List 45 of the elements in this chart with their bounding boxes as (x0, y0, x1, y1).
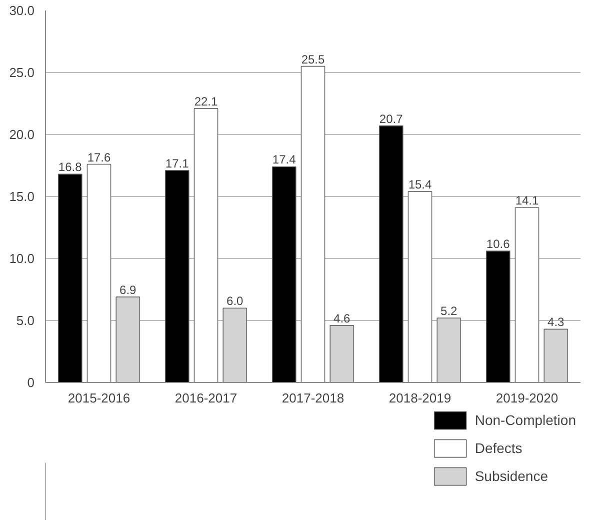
bar (116, 296, 140, 382)
bar (436, 318, 462, 382)
y-tick-label: 5.0 (16, 313, 35, 328)
bar (222, 308, 248, 382)
x-tick-label: 2019-2020 (496, 390, 558, 406)
x-tick-label: 2017-2018 (282, 390, 344, 406)
legend-label: Subsidence (474, 468, 548, 484)
data-label: 17.4 (272, 152, 296, 167)
bar (408, 191, 432, 382)
y-tick-label: 20.0 (9, 127, 35, 142)
bar (300, 66, 326, 382)
bar (272, 166, 296, 382)
data-label: 16.8 (58, 160, 82, 174)
legend-label: Defects (474, 440, 522, 456)
y-tick-label: 10.0 (9, 251, 35, 266)
bar (486, 250, 510, 382)
data-label: 17.6 (87, 150, 112, 164)
bar (544, 328, 568, 382)
bar (194, 108, 218, 382)
bar (514, 207, 540, 382)
data-label: 10.6 (486, 237, 510, 252)
data-label: 14.1 (515, 194, 540, 208)
data-label: 22.1 (194, 94, 218, 108)
x-tick-label: 2016-2017 (174, 390, 238, 406)
data-label: 4.6 (334, 311, 351, 326)
data-label: 15.4 (408, 178, 432, 192)
y-tick-label: 15.0 (9, 189, 35, 204)
y-tick-label: 0 (27, 375, 35, 390)
bar (378, 125, 404, 382)
data-label: 25.5 (301, 52, 326, 66)
data-label: 5.2 (440, 304, 458, 318)
legend-label: Non-Completion (474, 412, 576, 428)
y-tick-label: 25.0 (9, 65, 35, 80)
data-label: 17.1 (165, 156, 190, 170)
data-label: 4.3 (548, 315, 565, 330)
data-label: 6.9 (120, 282, 137, 297)
bar (86, 164, 112, 382)
data-label: 6.0 (226, 294, 244, 308)
y-tick-label: 30.0 (9, 3, 35, 18)
bar (330, 325, 354, 382)
x-tick-label: 2015-2016 (68, 390, 130, 406)
x-tick-label: 2018-2019 (388, 390, 452, 406)
bar (58, 174, 82, 382)
data-label: 20.7 (379, 112, 404, 126)
bar (164, 170, 190, 382)
